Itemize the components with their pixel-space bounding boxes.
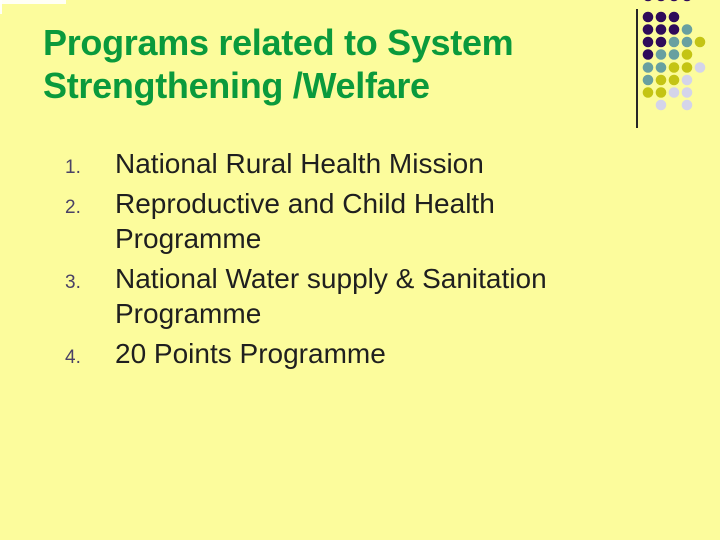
list-item-text: National Water supply & Sanitation Progr…: [115, 263, 547, 329]
edge-white-top: [0, 0, 66, 4]
list-item: 2. Reproductive and Child Health Program…: [65, 186, 595, 256]
list-item-number: 1.: [65, 157, 81, 178]
dots-decoration: [642, 0, 706, 111]
list-item: 4. 20 Points Programme: [65, 336, 595, 371]
list-item-number: 3.: [65, 272, 81, 293]
slide-title: Programs related to System Strengthening…: [43, 22, 514, 106]
edge-white-left: [0, 0, 2, 14]
vertical-line-decoration: [636, 9, 638, 128]
dot-pattern-decoration: [0, 0, 720, 140]
list-item: 1. National Rural Health Mission: [65, 146, 595, 181]
list-item: 3. National Water supply & Sanitation Pr…: [65, 261, 595, 331]
list-item-text: Reproductive and Child Health Programme: [115, 188, 495, 254]
program-list: 1. National Rural Health Mission 2. Repr…: [65, 146, 595, 376]
list-item-text: National Rural Health Mission: [115, 148, 484, 179]
list-item-text: 20 Points Programme: [115, 338, 386, 369]
list-item-number: 4.: [65, 347, 81, 368]
list-item-number: 2.: [65, 197, 81, 218]
